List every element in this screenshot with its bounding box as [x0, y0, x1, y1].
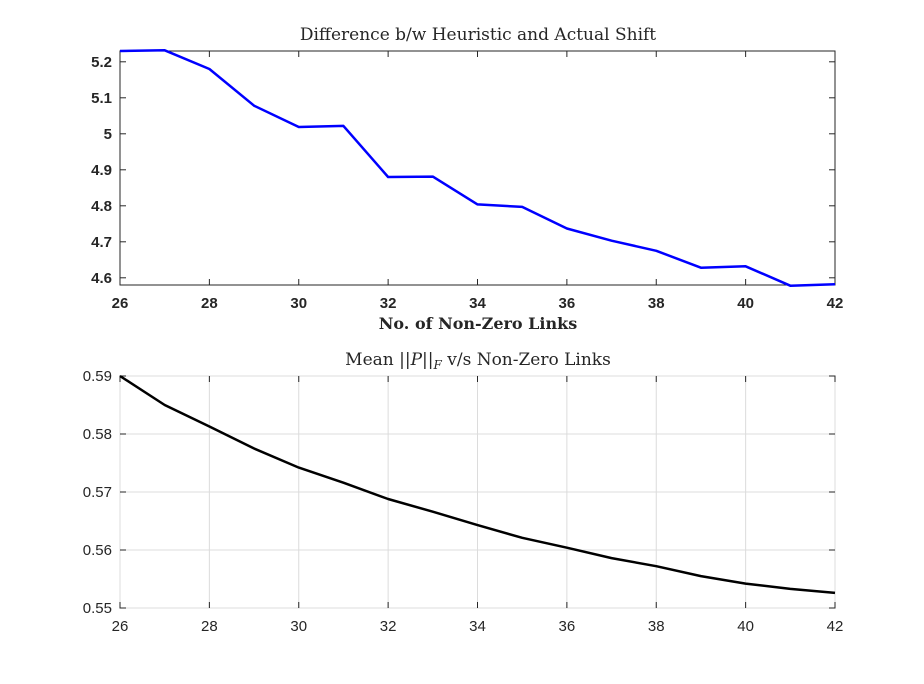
bottom-x-tick-label: 26	[112, 618, 129, 635]
bottom-x-tick-label: 42	[827, 618, 844, 635]
bottom-x-tick-label: 40	[737, 618, 754, 635]
top-y-tick-label: 4.8	[91, 198, 112, 215]
bottom-y-tick-label: 0.56	[83, 542, 112, 559]
top-x-tick-label: 32	[380, 295, 397, 312]
bottom-x-tick-label: 30	[290, 618, 307, 635]
top-x-tick-label: 30	[290, 295, 307, 312]
bottom-chart: 26 28 30 32 34 36 38 40 42 0.55 0.56 0.57 0.58 0.59 M…	[83, 350, 844, 635]
bottom-y-tick-label: 0.58	[83, 426, 112, 443]
bottom-x-tick-label: 36	[559, 618, 576, 635]
top-x-tick-label: 28	[201, 295, 218, 312]
top-x-tick-label: 38	[648, 295, 665, 312]
top-x-tick-label: 34	[469, 295, 486, 312]
top-chart-title: Difference b/w Heuristic and Actual Shif…	[300, 25, 656, 45]
top-chart: 26 28 30 32 34 36 38 40 42 4.6 4.7 4.8 4.9 5 5.1 5.2 Di…	[91, 25, 843, 333]
bottom-chart-title: Mean ||P||F v/s Non-Zero Links	[345, 350, 611, 372]
top-y-tick-label: 5.2	[91, 54, 112, 71]
top-y-tick-label: 4.7	[91, 234, 112, 251]
bottom-x-tick-label: 28	[201, 618, 218, 635]
top-chart-x-axis-label: No. of Non-Zero Links	[379, 314, 577, 333]
bottom-x-tick-label: 32	[380, 618, 397, 635]
top-x-tick-label: 26	[112, 295, 129, 312]
bottom-y-tick-label: 0.55	[83, 600, 112, 617]
top-x-tick-label: 36	[559, 295, 576, 312]
bottom-x-tick-label: 34	[469, 618, 486, 635]
bottom-y-tick-label: 0.59	[83, 368, 112, 385]
bottom-series-line	[119, 374, 836, 595]
top-plot-area	[119, 50, 836, 286]
top-y-tick-label: 5	[104, 126, 112, 143]
top-y-tick-label: 4.9	[91, 162, 112, 179]
top-series-line	[119, 49, 836, 287]
top-x-tick-label: 42	[827, 295, 844, 312]
top-y-tick-label: 5.1	[91, 90, 112, 107]
bottom-x-tick-label: 38	[648, 618, 665, 635]
top-x-tick-label: 40	[737, 295, 754, 312]
top-y-tick-label: 4.6	[91, 270, 112, 287]
bottom-y-tick-label: 0.57	[83, 484, 112, 501]
